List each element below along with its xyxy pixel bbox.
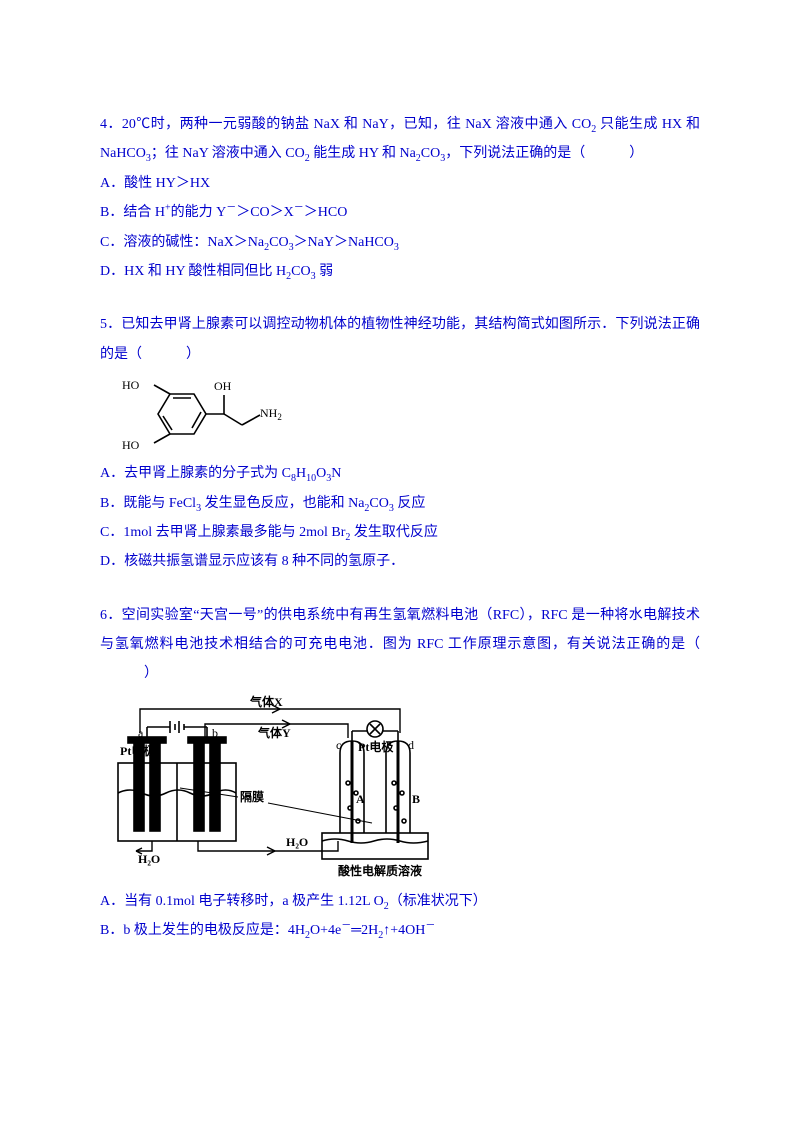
label-ho2: HO xyxy=(122,438,140,452)
q4-option-c: C．溶液的碱性：NaX＞Na2CO3＞NaY＞NaHCO3 xyxy=(100,228,700,257)
q4b-4: ＞HCO xyxy=(304,205,348,220)
sub: 10 xyxy=(306,473,316,484)
q5a-2: H xyxy=(296,466,306,481)
q6b-4: ↑+4OH xyxy=(383,923,425,938)
sup-minus: － xyxy=(226,203,236,214)
q5-stem: 5．已知去甲肾上腺素可以调控动物机体的植物性神经功能，其结构简式如图所示．下列说… xyxy=(100,310,700,369)
q4b-2: 的能力 Y xyxy=(171,205,227,220)
q5-molecule-diagram: HO HO OH NH2 xyxy=(100,373,700,455)
label-A: A xyxy=(356,792,365,806)
q4-text-7: ） xyxy=(629,146,643,161)
q5-text-2: ） xyxy=(186,347,200,362)
q4c-1: C．溶液的碱性：NaX＞Na xyxy=(100,235,264,250)
label-gasx: 气体X xyxy=(249,694,283,709)
q4-option-b: B．结合 H+的能力 Y－＞CO＞X－＞HCO xyxy=(100,198,700,227)
q4-text-4: 能生成 HY 和 Na xyxy=(310,146,416,161)
q5-option-c: C．1mol 去甲肾上腺素最多能与 2mol Br2 发生取代反应 xyxy=(100,518,700,547)
label-electrolyte: 酸性电解质溶液 xyxy=(338,863,422,878)
label-membrane: 隔膜 xyxy=(240,789,264,804)
q5a-4: N xyxy=(331,466,341,481)
q4-text-6: ，下列说法正确的是（ xyxy=(445,146,585,161)
q6b-1: B．b 极上发生的电极反应是：4H xyxy=(100,923,305,938)
q6-rfc-diagram: 气体X 气体Y xyxy=(100,693,700,883)
label-oh: OH xyxy=(214,379,232,393)
q4-text-3: ；往 NaY 溶液中通入 CO xyxy=(151,146,305,161)
label-h2o-pipe: H₂O xyxy=(286,835,308,849)
q6b-3: ═2H xyxy=(351,923,378,938)
label-nh2: NH2 xyxy=(260,406,282,422)
q6-text-2: ） xyxy=(144,666,158,681)
q4-text-1: 4．20℃时，两种一元弱酸的钠盐 NaX 和 NaY，已知，往 NaX 溶液中通… xyxy=(100,117,591,132)
q4d-1: D．HX 和 HY 酸性相同但比 H xyxy=(100,264,286,279)
q5b-1: B．既能与 FeCl xyxy=(100,496,196,511)
sup-minus2: － xyxy=(294,203,304,214)
q4-text-5: CO xyxy=(421,146,440,161)
q5b-4: 反应 xyxy=(394,496,426,511)
label-gasy: 气体Y xyxy=(257,725,291,740)
q5a-3: O xyxy=(316,466,326,481)
label-pt-right: Pt电极 xyxy=(358,739,394,754)
q4-option-a: A．酸性 HY＞HX xyxy=(100,169,700,198)
label-d: d xyxy=(408,738,414,752)
sup: － xyxy=(425,921,435,932)
q6a-2: （标准状况下） xyxy=(389,894,487,909)
label-pt-left: Pt电极 xyxy=(120,743,156,758)
label-B: B xyxy=(412,792,420,806)
q4b-3: ＞CO＞X xyxy=(236,205,294,220)
q5-option-a: A．去甲肾上腺素的分子式为 C8H10O3N xyxy=(100,459,700,488)
q4b-1: B．结合 H xyxy=(100,205,165,220)
label-ho1: HO xyxy=(122,378,140,392)
q4-stem: 4．20℃时，两种一元弱酸的钠盐 NaX 和 NaY，已知，往 NaX 溶液中通… xyxy=(100,110,700,169)
q6-option-a: A．当有 0.1mol 电子转移时，a 极产生 1.12L O2（标准状况下） xyxy=(100,887,700,916)
q4d-3: 弱 xyxy=(316,264,334,279)
q4c-2: CO xyxy=(269,235,288,250)
q4d-2: CO xyxy=(291,264,310,279)
q4-option-d: D．HX 和 HY 酸性相同但比 H2CO3 弱 xyxy=(100,257,700,286)
q6-option-b: B．b 极上发生的电极反应是：4H2O+4e－═2H2↑+4OH－ xyxy=(100,916,700,945)
q6b-2: O+4e xyxy=(310,923,341,938)
q5c-2: 发生取代反应 xyxy=(350,525,438,540)
q5-option-b: B．既能与 FeCl3 发生显色反应，也能和 Na2CO3 反应 xyxy=(100,489,700,518)
q5-option-d: D．核磁共振氢谱显示应该有 8 种不同的氢原子． xyxy=(100,547,700,576)
q6-text-1: 6．空间实验室“天宫一号”的供电系统中有再生氢氧燃料电池（RFC），RFC 是一… xyxy=(100,608,700,652)
label-c: c xyxy=(336,738,341,752)
q6a-1: A．当有 0.1mol 电子转移时，a 极产生 1.12L O xyxy=(100,894,384,909)
q5b-2: 发生显色反应，也能和 Na xyxy=(201,496,364,511)
sub: 3 xyxy=(394,241,399,252)
q5a-1: A．去甲肾上腺素的分子式为 C xyxy=(100,466,291,481)
q5b-3: CO xyxy=(369,496,388,511)
sup: － xyxy=(341,921,351,932)
label-b: b xyxy=(212,726,218,740)
q5c-1: C．1mol 去甲肾上腺素最多能与 2mol Br xyxy=(100,525,345,540)
label-a: a xyxy=(138,726,144,740)
q6-stem: 6．空间实验室“天宫一号”的供电系统中有再生氢氧燃料电池（RFC），RFC 是一… xyxy=(100,601,700,689)
q4c-3: ＞NaY＞NaHCO xyxy=(294,235,394,250)
